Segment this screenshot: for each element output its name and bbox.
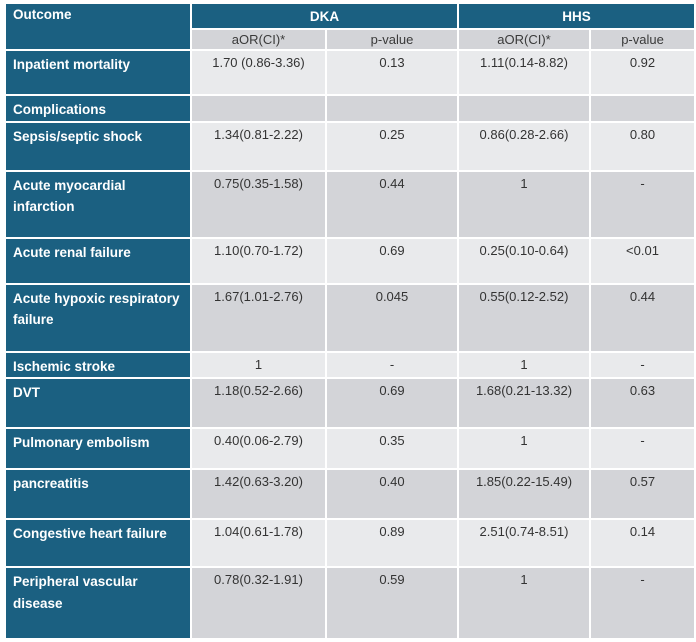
cell-hhs-aor: 0.86(0.28-2.66) <box>457 120 591 172</box>
row-label: Acute renal failure <box>4 236 192 285</box>
cell-dka-p: 0.69 <box>325 236 459 285</box>
cell-hhs-aor: 0.55(0.12-2.52) <box>457 282 591 353</box>
cell-hhs-aor: 1.85(0.22-15.49) <box>457 468 591 521</box>
cell-hhs-p: 0.44 <box>588 282 696 353</box>
cell-hhs-aor: 2.51(0.74-8.51) <box>457 518 591 569</box>
row-label: Complications <box>4 94 192 123</box>
row-label: Congestive heart failure <box>4 518 192 569</box>
table-row: DVT 1.18(0.52-2.66) 0.69 1.68(0.21-13.32… <box>4 377 696 430</box>
subheader-aor-dka: aOR(CI)* <box>190 28 327 51</box>
cell-dka-p: 0.89 <box>325 518 459 569</box>
table-row: Congestive heart failure 1.04(0.61-1.78)… <box>4 518 696 569</box>
cell-hhs-aor <box>457 94 591 123</box>
cell-hhs-p: 0.92 <box>588 49 696 96</box>
table-row: Acute myocardial infarction 0.75(0.35-1.… <box>4 169 696 239</box>
cell-hhs-aor: 1 <box>457 169 591 239</box>
cell-dka-aor: 0.78(0.32-1.91) <box>190 566 327 641</box>
cell-dka-p: 0.40 <box>325 468 459 521</box>
cell-dka-p: - <box>325 350 459 380</box>
cell-hhs-p: <0.01 <box>588 236 696 285</box>
table-row: pancreatitis 1.42(0.63-3.20) 0.40 1.85(0… <box>4 468 696 521</box>
subheader-p-hhs: p-value <box>588 28 696 51</box>
row-label: Pulmonary embolism <box>4 427 192 471</box>
cell-dka-aor <box>190 94 327 123</box>
cell-dka-aor: 1.70 (0.86-3.36) <box>190 49 327 96</box>
table-row: Sepsis/septic shock 1.34(0.81-2.22) 0.25… <box>4 120 696 172</box>
cell-dka-aor: 1.04(0.61-1.78) <box>190 518 327 569</box>
cell-hhs-aor: 1.11(0.14-8.82) <box>457 49 591 96</box>
cell-dka-aor: 1.10(0.70-1.72) <box>190 236 327 285</box>
cell-dka-aor: 1.34(0.81-2.22) <box>190 120 327 172</box>
table-row: Pulmonary embolism 0.40(0.06-2.79) 0.35 … <box>4 427 696 471</box>
header-group-hhs: HHS <box>456 2 696 30</box>
cell-hhs-aor: 1 <box>457 350 591 380</box>
header-outcome: Outcome <box>4 2 192 51</box>
cell-hhs-p: 0.63 <box>588 377 696 430</box>
cell-hhs-aor: 1.68(0.21-13.32) <box>457 377 591 430</box>
row-label: pancreatitis <box>4 468 192 521</box>
cell-hhs-aor: 1 <box>457 427 591 471</box>
table-row: Ischemic stroke 1 - 1 - <box>4 350 696 380</box>
row-label: Ischemic stroke <box>4 350 192 380</box>
cell-hhs-p: 0.80 <box>588 120 696 172</box>
table-row: Acute renal failure 1.10(0.70-1.72) 0.69… <box>4 236 696 285</box>
cell-dka-p: 0.25 <box>325 120 459 172</box>
cell-hhs-p: 0.14 <box>588 518 696 569</box>
row-label: Acute hypoxic respiratory failure <box>4 282 192 353</box>
cell-dka-aor: 0.75(0.35-1.58) <box>190 169 327 239</box>
cell-dka-p <box>325 94 459 123</box>
subheader-aor-hhs: aOR(CI)* <box>457 28 591 51</box>
cell-hhs-p: - <box>588 427 696 471</box>
table-row: Inpatient mortality 1.70 (0.86-3.36) 0.1… <box>4 49 696 96</box>
cell-hhs-p: - <box>588 169 696 239</box>
header-group-dka: DKA <box>190 2 459 30</box>
cell-hhs-p <box>588 94 696 123</box>
cell-hhs-p: - <box>588 566 696 641</box>
cell-dka-p: 0.35 <box>325 427 459 471</box>
outcomes-table: Outcome DKA HHS aOR(CI)* p-value aOR(CI)… <box>4 2 696 641</box>
cell-dka-aor: 1.67(1.01-2.76) <box>190 282 327 353</box>
cell-dka-p: 0.13 <box>325 49 459 96</box>
header-row-groups: Outcome DKA HHS <box>4 2 696 51</box>
row-label: Inpatient mortality <box>4 49 192 96</box>
subheader-p-dka: p-value <box>325 28 459 51</box>
cell-dka-p: 0.69 <box>325 377 459 430</box>
row-label: DVT <box>4 377 192 430</box>
table-row: Peripheral vascular disease 0.78(0.32-1.… <box>4 566 696 641</box>
row-label: Acute myocardial infarction <box>4 169 192 239</box>
table-row-section: Complications <box>4 94 696 123</box>
header-row-subheaders: aOR(CI)* p-value aOR(CI)* p-value <box>5 28 696 51</box>
cell-dka-p: 0.44 <box>325 169 459 239</box>
table-row: Acute hypoxic respiratory failure 1.67(1… <box>4 282 696 353</box>
row-label: Peripheral vascular disease <box>4 566 192 641</box>
cell-dka-aor: 1 <box>190 350 327 380</box>
cell-dka-aor: 1.18(0.52-2.66) <box>190 377 327 430</box>
cell-dka-p: 0.59 <box>325 566 459 641</box>
row-label: Sepsis/septic shock <box>4 120 192 172</box>
cell-dka-aor: 0.40(0.06-2.79) <box>190 427 327 471</box>
cell-dka-aor: 1.42(0.63-3.20) <box>190 468 327 521</box>
cell-hhs-p: 0.57 <box>588 468 696 521</box>
cell-hhs-p: - <box>588 350 696 380</box>
cell-hhs-aor: 0.25(0.10-0.64) <box>457 236 591 285</box>
cell-dka-p: 0.045 <box>325 282 459 353</box>
cell-hhs-aor: 1 <box>457 566 591 641</box>
